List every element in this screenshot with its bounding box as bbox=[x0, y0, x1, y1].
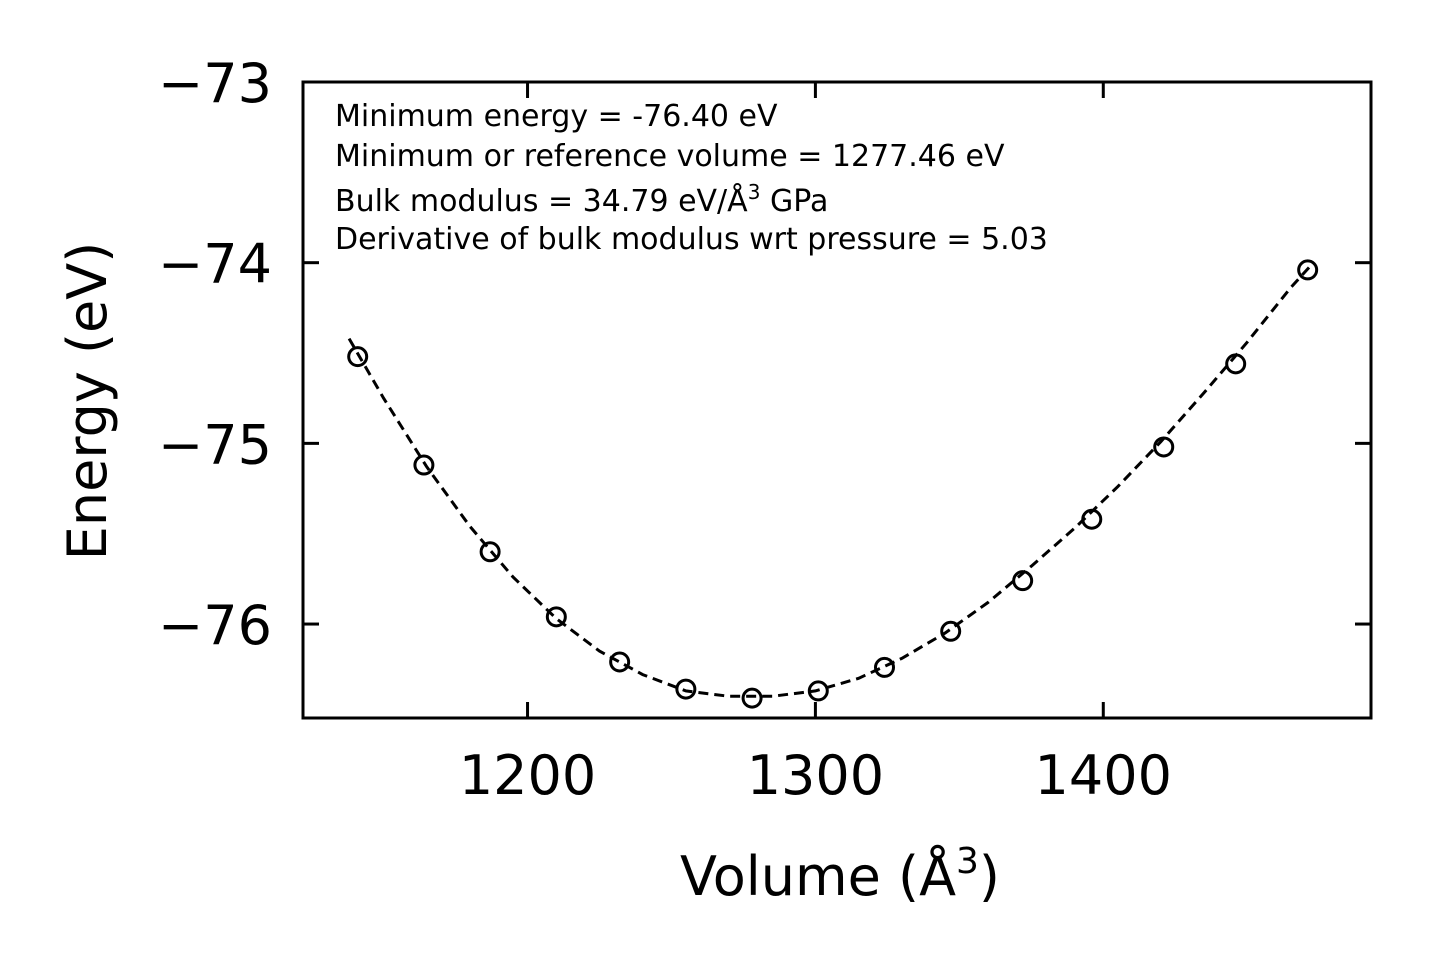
y-tick-label: −73 bbox=[158, 52, 272, 115]
annotation-bulk-modulus: Bulk modulus = 34.79 eV/Å3 GPa bbox=[335, 180, 828, 219]
data-point bbox=[807, 680, 829, 702]
data-point bbox=[1225, 353, 1247, 375]
data-point bbox=[609, 651, 631, 673]
y-tick-label: −76 bbox=[158, 594, 272, 657]
data-point bbox=[741, 687, 763, 709]
x-axis-label-sup: 3 bbox=[956, 841, 979, 882]
y-tick-label: −75 bbox=[158, 413, 272, 476]
x-tick-label: 1200 bbox=[459, 744, 596, 807]
x-axis-label-end: ) bbox=[979, 845, 1000, 908]
y-axis-label: Energy (eV) bbox=[56, 242, 119, 561]
data-point bbox=[940, 620, 962, 642]
annotation-min-volume: Minimum or reference volume = 1277.46 eV bbox=[335, 139, 1005, 174]
data-point bbox=[1297, 259, 1319, 281]
data-point bbox=[1012, 570, 1034, 592]
y-tick-label: −74 bbox=[158, 233, 272, 296]
data-point bbox=[873, 656, 895, 678]
annotation-bulk-modulus-sup: 3 bbox=[748, 180, 761, 204]
x-tick-label: 1300 bbox=[747, 744, 884, 807]
data-point bbox=[347, 346, 369, 368]
data-point bbox=[413, 454, 435, 476]
data-point bbox=[1081, 508, 1103, 530]
data-point bbox=[479, 541, 501, 563]
data-point bbox=[675, 678, 697, 700]
data-point bbox=[1153, 436, 1175, 458]
annotation-bulk-modulus-suffix: GPa bbox=[760, 184, 828, 219]
x-axis-label: Volume (Å3) bbox=[680, 841, 1000, 908]
annotation-min-energy: Minimum energy = -76.40 eV bbox=[335, 99, 778, 134]
x-tick-label: 1400 bbox=[1035, 744, 1172, 807]
data-point bbox=[545, 606, 567, 628]
x-axis-label-text: Volume (Å bbox=[680, 844, 956, 908]
fit-curve bbox=[347, 261, 1315, 698]
plot-frame bbox=[301, 80, 1373, 720]
annotation-bulk-modulus-prefix: Bulk modulus = 34.79 eV/Å bbox=[335, 183, 748, 219]
annotation-derivative: Derivative of bulk modulus wrt pressure … bbox=[335, 222, 1048, 257]
